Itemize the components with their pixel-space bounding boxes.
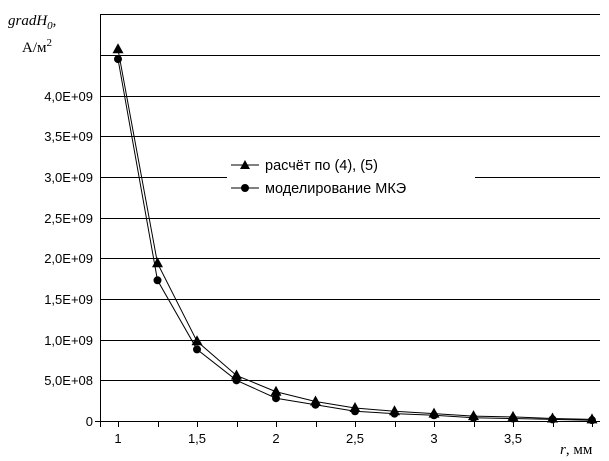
series-group bbox=[112, 43, 598, 425]
y-tick-label: 1,0E+09 bbox=[44, 333, 93, 348]
x-tick-label: 3 bbox=[430, 431, 437, 446]
x-tick-labels: 1 1,5 2 2,5 3 3,5 bbox=[114, 431, 522, 446]
circle-marker bbox=[232, 376, 241, 385]
legend: расчёт по (4), (5) моделирование МКЭ bbox=[227, 150, 475, 202]
circle-marker bbox=[548, 415, 557, 424]
grid-lines bbox=[100, 14, 600, 422]
x-tick-label: 1,5 bbox=[188, 431, 206, 446]
circle-marker bbox=[469, 413, 478, 422]
y-tick-label: 3,5E+09 bbox=[44, 129, 93, 144]
legend-label-calc: расчёт по (4), (5) bbox=[265, 158, 378, 174]
triangle-marker bbox=[231, 369, 242, 380]
x-tick-label: 2,5 bbox=[346, 431, 364, 446]
y-axis-unit: А/м2 bbox=[22, 37, 52, 56]
y-tick-label: 3,0E+09 bbox=[44, 170, 93, 185]
triangle-marker bbox=[270, 385, 282, 396]
legend-label-fem: моделирование МКЭ bbox=[265, 181, 406, 197]
axes bbox=[95, 14, 600, 427]
legend-marker-triangle bbox=[240, 160, 250, 169]
series-line-0 bbox=[117, 49, 593, 420]
circle-marker bbox=[390, 409, 399, 418]
legend-background bbox=[227, 150, 475, 202]
y-tick-label: 5,0E+08 bbox=[44, 373, 93, 388]
series-line-1 bbox=[117, 58, 593, 421]
x-axis-title: r, мм bbox=[560, 442, 593, 458]
circle-marker bbox=[311, 400, 320, 409]
circle-marker bbox=[430, 411, 438, 420]
circle-marker bbox=[114, 55, 122, 64]
circle-marker bbox=[588, 416, 596, 425]
y-tick-label: 0 bbox=[86, 414, 93, 429]
y-tick-label: 2,5E+09 bbox=[44, 211, 93, 226]
circle-marker bbox=[272, 394, 280, 403]
y-axis-title: gradH0, bbox=[8, 13, 56, 32]
triangle-marker bbox=[191, 335, 203, 346]
x-tick-label: 2 bbox=[272, 431, 279, 446]
x-tick-label: 1 bbox=[114, 431, 121, 446]
circle-marker bbox=[193, 345, 201, 354]
circle-marker bbox=[351, 407, 359, 416]
triangle-marker bbox=[112, 43, 124, 54]
x-tick-label: 3,5 bbox=[504, 431, 522, 446]
y-tick-label: 4,0E+09 bbox=[44, 89, 93, 104]
legend-marker-circle bbox=[241, 184, 249, 192]
y-tick-labels: 0 5,0E+08 1,0E+09 1,5E+09 2,0E+09 2,5E+09 3,0E… bbox=[44, 89, 93, 429]
y-tick-label: 2,0E+09 bbox=[44, 251, 93, 266]
circle-marker bbox=[509, 414, 517, 423]
y-tick-label: 1,5E+09 bbox=[44, 292, 93, 307]
circle-marker bbox=[153, 276, 162, 285]
